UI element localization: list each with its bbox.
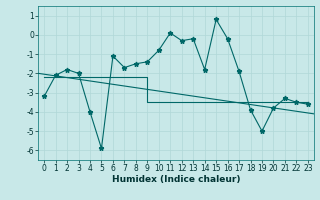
X-axis label: Humidex (Indice chaleur): Humidex (Indice chaleur) — [112, 175, 240, 184]
